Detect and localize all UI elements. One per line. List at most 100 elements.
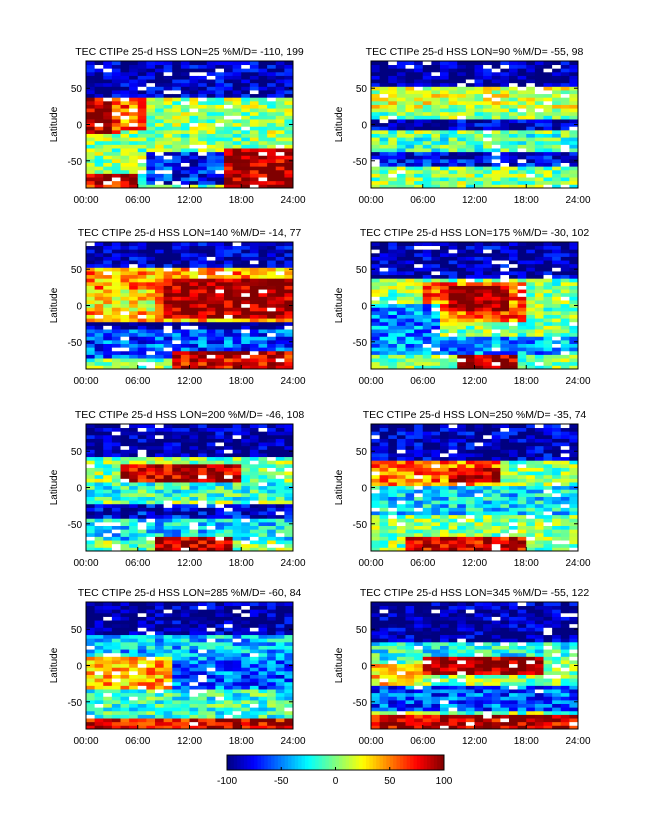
heatmap-cell <box>267 260 277 265</box>
heatmap-cell <box>284 267 294 272</box>
heatmap-cell <box>232 485 242 490</box>
heatmap-cell <box>206 104 216 109</box>
heatmap-cell <box>249 478 259 483</box>
heatmap-cell <box>232 64 242 69</box>
heatmap-cell <box>94 511 104 516</box>
heatmap-cell <box>224 296 234 301</box>
heatmap-cell <box>189 184 199 189</box>
heatmap-cell <box>474 529 484 534</box>
heatmap-cell <box>275 482 285 487</box>
heatmap-cell <box>146 463 156 468</box>
heatmap-cell <box>86 173 96 178</box>
heatmap-cell <box>103 278 113 283</box>
heatmap-cell <box>206 503 216 508</box>
heatmap-cell <box>215 252 225 257</box>
heatmap-cell <box>163 350 173 355</box>
heatmap-cell <box>534 336 544 341</box>
heatmap-cell <box>379 424 389 429</box>
heatmap-cell <box>111 79 121 84</box>
heatmap-cell <box>465 471 475 476</box>
heatmap-cell <box>396 482 406 487</box>
heatmap-cell <box>560 252 570 257</box>
heatmap-cell <box>448 463 458 468</box>
heatmap-cell <box>388 285 398 290</box>
heatmap-cell <box>103 511 113 516</box>
heatmap-cell <box>509 133 519 138</box>
heatmap-cell <box>509 151 519 156</box>
heatmap-cell <box>189 151 199 156</box>
heatmap-cell <box>120 453 130 458</box>
heatmap-cell <box>206 137 216 142</box>
heatmap-cell <box>137 310 147 315</box>
heatmap-cell <box>258 129 268 134</box>
heatmap-cell <box>163 104 173 109</box>
heatmap-cell <box>267 71 277 76</box>
heatmap-cell <box>509 79 519 84</box>
heatmap-cell <box>137 93 147 98</box>
heatmap-cell <box>224 514 234 519</box>
heatmap-cell <box>275 252 285 257</box>
heatmap-cell <box>129 431 139 436</box>
heatmap-cell <box>371 347 381 352</box>
heatmap-cell <box>129 256 139 261</box>
heatmap-cell <box>388 525 398 530</box>
heatmap-cell <box>440 173 450 178</box>
heatmap-cell <box>258 245 268 250</box>
heatmap-cell <box>396 71 406 76</box>
heatmap-cell <box>284 86 294 91</box>
heatmap-cell <box>465 151 475 156</box>
heatmap-cell <box>388 321 398 326</box>
heatmap-cell <box>560 93 570 98</box>
heatmap-cell <box>103 111 113 116</box>
heatmap-cell <box>465 169 475 174</box>
heatmap-cell <box>517 456 527 461</box>
heatmap-cell <box>560 100 570 105</box>
heatmap-cell <box>206 485 216 490</box>
heatmap-cell <box>215 325 225 330</box>
heatmap-cell <box>560 166 570 171</box>
heatmap-cell <box>543 184 553 189</box>
heatmap-cell <box>509 521 519 526</box>
heatmap-cell <box>146 540 156 545</box>
heatmap-cell <box>526 445 536 450</box>
heatmap-cell <box>388 82 398 87</box>
heatmap-cell <box>457 158 467 163</box>
heatmap-cell <box>448 184 458 189</box>
heatmap-cell <box>509 122 519 127</box>
heatmap-cell <box>86 162 96 167</box>
heatmap-cell <box>388 256 398 261</box>
heatmap-cell <box>137 115 147 120</box>
heatmap-cell <box>232 492 242 497</box>
heatmap-cell <box>284 424 294 429</box>
heatmap-cell <box>440 61 450 66</box>
heatmap-cell <box>483 111 493 116</box>
heatmap-cell <box>465 525 475 530</box>
heatmap-cell <box>146 281 156 286</box>
heatmap-cell <box>189 289 199 294</box>
heatmap-cell <box>111 314 121 319</box>
heatmap-cell <box>405 511 415 516</box>
heatmap-cell <box>534 296 544 301</box>
heatmap-cell <box>388 119 398 124</box>
heatmap-cell <box>137 525 147 530</box>
heatmap-cell <box>215 137 225 142</box>
heatmap-cell <box>241 431 251 436</box>
heatmap-cell <box>103 169 113 174</box>
heatmap-cell <box>189 463 199 468</box>
heatmap-cell <box>155 71 165 76</box>
heatmap-cell <box>284 325 294 330</box>
heatmap-cell <box>422 511 432 516</box>
heatmap-cell <box>129 97 139 102</box>
heatmap-cell <box>206 507 216 512</box>
heatmap-cell <box>388 249 398 254</box>
heatmap-cell <box>198 463 208 468</box>
heatmap-cell <box>224 521 234 526</box>
heatmap-cell <box>120 424 130 429</box>
heatmap-cell <box>388 434 398 439</box>
heatmap-cell <box>129 100 139 105</box>
heatmap-cell <box>172 361 182 366</box>
heatmap-cell <box>224 75 234 80</box>
heatmap-cell <box>137 260 147 265</box>
heatmap-cell <box>414 511 424 516</box>
heatmap-cell <box>137 86 147 91</box>
